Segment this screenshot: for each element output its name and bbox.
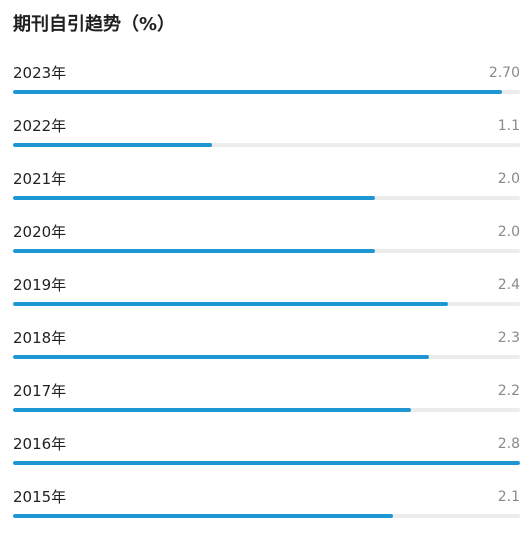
bar-track — [13, 408, 520, 412]
bar-value: 2.70 — [488, 65, 520, 81]
bar-track — [13, 90, 520, 94]
trend-bar-list: 2023年 2.70 2022年 1.1 2021年 2.0 2020年 2.0 2019年 2.… — [13, 60, 520, 537]
bar-value: 2.2 — [497, 383, 520, 399]
bar-value: 2.3 — [497, 330, 520, 346]
bar-row: 2020年 2.0 — [13, 219, 520, 272]
bar-fill — [13, 90, 502, 94]
bar-label: 2017年 — [13, 382, 67, 400]
bar-track — [13, 514, 520, 518]
bar-row: 2016年 2.8 — [13, 431, 520, 484]
bar-value: 2.0 — [497, 224, 520, 240]
bar-value: 2.0 — [497, 171, 520, 187]
bar-value: 2.1 — [497, 489, 520, 505]
bar-track — [13, 461, 520, 465]
bar-track — [13, 143, 520, 147]
bar-fill — [13, 355, 430, 359]
bar-fill — [13, 143, 213, 147]
bar-value: 2.8 — [497, 436, 520, 452]
bar-row: 2023年 2.70 — [13, 60, 520, 113]
bar-label: 2022年 — [13, 117, 67, 135]
bar-row: 2022年 1.1 — [13, 113, 520, 166]
bar-fill — [13, 461, 520, 465]
bar-track — [13, 302, 520, 306]
bar-value: 2.4 — [497, 277, 520, 293]
bar-label: 2019年 — [13, 276, 67, 294]
bar-track — [13, 355, 520, 359]
bar-track — [13, 249, 520, 253]
bar-row: 2021年 2.0 — [13, 166, 520, 219]
bar-value: 1.1 — [497, 118, 520, 134]
bar-label: 2021年 — [13, 170, 67, 188]
bar-row: 2019年 2.4 — [13, 272, 520, 325]
bar-fill — [13, 514, 394, 518]
bar-track — [13, 196, 520, 200]
bar-fill — [13, 196, 376, 200]
bar-label: 2018年 — [13, 329, 67, 347]
bar-label: 2020年 — [13, 223, 67, 241]
bar-fill — [13, 408, 412, 412]
bar-row: 2018年 2.3 — [13, 325, 520, 378]
bar-row: 2015年 2.1 — [13, 484, 520, 537]
bar-fill — [13, 249, 376, 253]
bar-row: 2017年 2.2 — [13, 378, 520, 431]
bar-fill — [13, 302, 448, 306]
chart-title: 期刊自引趋势（%） — [13, 14, 176, 35]
bar-label: 2015年 — [13, 488, 67, 506]
bar-label: 2016年 — [13, 435, 67, 453]
bar-label: 2023年 — [13, 64, 67, 82]
